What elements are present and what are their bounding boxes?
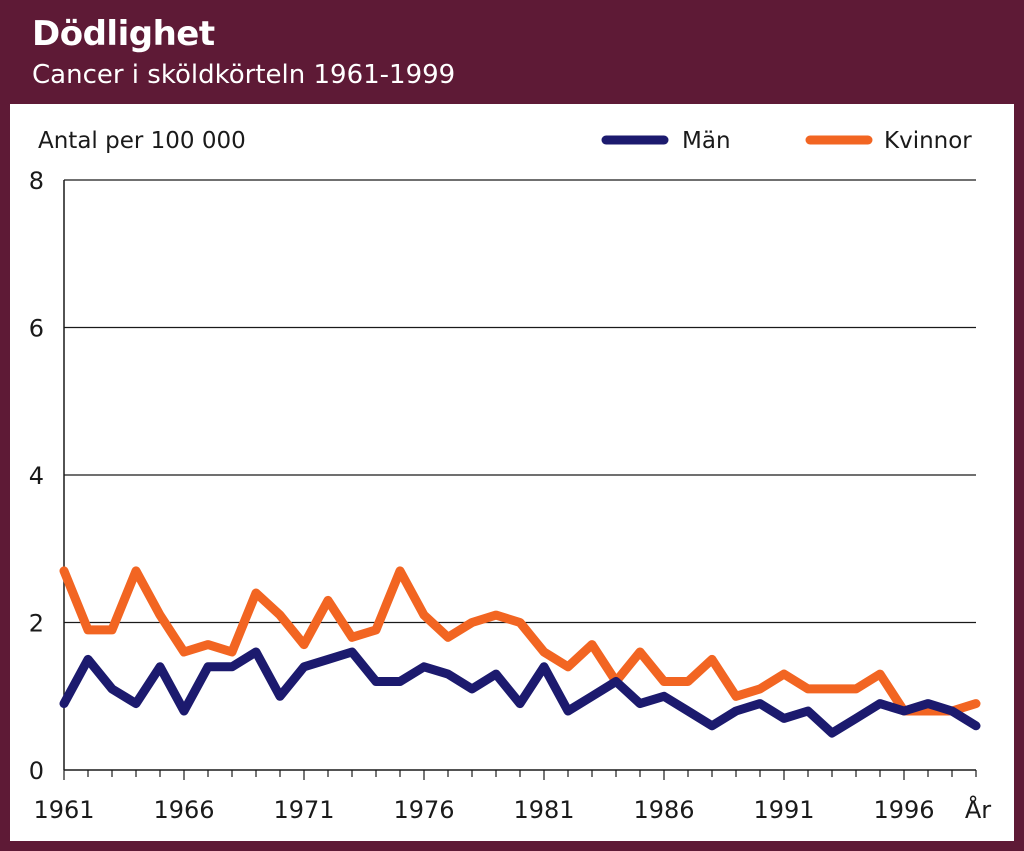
y-tick-label: 6 xyxy=(29,315,44,343)
x-tick-label: 1981 xyxy=(513,796,574,824)
chart-header: Dödlighet Cancer i sköldkörteln 1961-199… xyxy=(0,0,1024,104)
x-axis-label: År xyxy=(965,795,991,824)
x-tick-label: 1961 xyxy=(33,796,94,824)
legend-label: Män xyxy=(682,128,731,154)
series-line-man xyxy=(59,647,981,738)
x-tick-label: 1991 xyxy=(753,796,814,824)
y-tick-label: 2 xyxy=(29,610,44,638)
chart-title: Dödlighet xyxy=(32,14,215,54)
legend-label: Kvinnor xyxy=(884,128,972,154)
line-chart: 0 2 4 6 8 1961 1966 1971 1976 1981 1986 1991 1996 År A… xyxy=(29,128,992,824)
series-line-kvinnor xyxy=(59,566,981,716)
chart-panel: 0 2 4 6 8 1961 1966 1971 1976 1981 1986 1991 1996 År A… xyxy=(10,104,1014,841)
y-tick-label: 0 xyxy=(29,757,44,785)
chart-subtitle: Cancer i sköldkörteln 1961-1999 xyxy=(32,60,456,90)
y-tick-label: 4 xyxy=(29,462,44,490)
x-tick-label: 1986 xyxy=(633,796,694,824)
y-axis-label: Antal per 100 000 xyxy=(38,128,246,154)
x-tick-label: 1971 xyxy=(273,796,334,824)
x-tick-label: 1976 xyxy=(393,796,454,824)
x-tick-label: 1966 xyxy=(153,796,214,824)
y-tick-label: 8 xyxy=(29,167,44,195)
x-tick-label: 1996 xyxy=(873,796,934,824)
